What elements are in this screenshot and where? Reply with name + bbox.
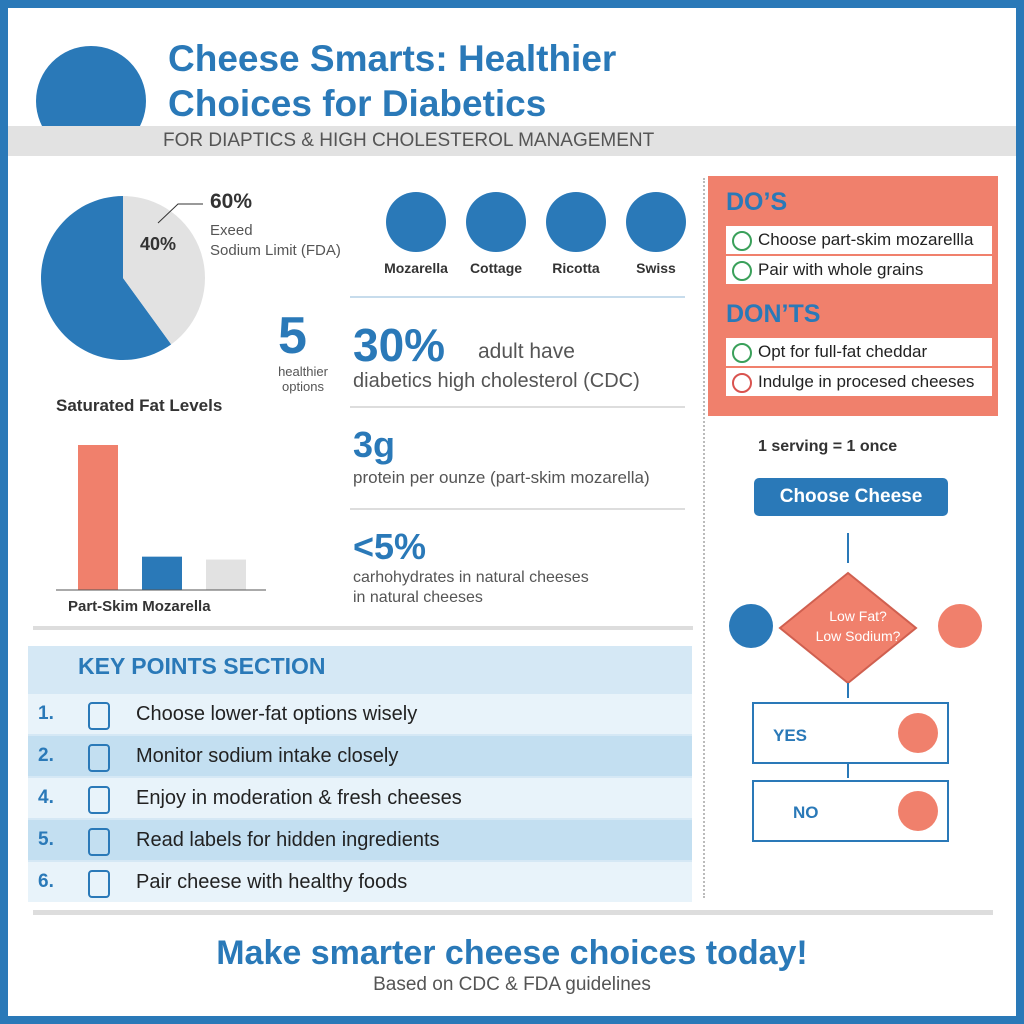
check-icon <box>732 231 752 251</box>
item-text: Indulge in procesed cheeses <box>758 372 975 391</box>
item-text: Choose part-skim mozarellla <box>758 230 974 249</box>
charts <box>40 196 266 591</box>
serving: 1 serving = 1 once <box>758 438 898 455</box>
stat-value: 30% <box>353 319 446 371</box>
item-text: Opt for full-fat cheddar <box>758 342 928 361</box>
stat-label: adult have <box>478 340 575 363</box>
stat-detail: protein per ounze (part-skim mozarella) <box>353 468 650 487</box>
key-text: Read labels for hidden ingredients <box>136 829 440 851</box>
donts-title: DON’TS <box>726 300 821 328</box>
options-label: healthier options <box>278 364 328 394</box>
flowchart <box>729 533 982 842</box>
key-icon <box>88 828 110 856</box>
item-text: Pair with whole grains <box>758 260 924 279</box>
bar-title: Saturated Fat Levels <box>56 396 223 415</box>
key-title: KEY POINTS SECTION <box>78 653 326 679</box>
pie-annotation: Exeed Sodium Limit (FDA) <box>210 222 341 259</box>
options-count: 5 <box>278 307 307 365</box>
stat-value: 3g <box>353 424 396 465</box>
key-icon <box>88 870 110 898</box>
cheese-name: Cottage <box>469 260 523 276</box>
divider <box>703 178 705 898</box>
cheese-name: Swiss <box>636 260 676 276</box>
cheese-icon <box>626 192 686 252</box>
key-row <box>28 736 692 776</box>
divider <box>33 910 993 915</box>
item-bg <box>726 256 992 284</box>
key-icon <box>88 744 110 772</box>
key-row <box>28 778 692 818</box>
key-text: Pair cheese with healthy foods <box>136 871 408 893</box>
title: Cheese Smarts: Healthier Choices for Dia… <box>168 38 617 124</box>
subtitle: FOR DIAPTICS & HIGH CHOLESTEROL MANAGEME… <box>8 126 1016 156</box>
decision: Low Fat? Low Sodium? <box>815 608 901 644</box>
key-text: Choose lower-fat options wisely <box>136 703 418 725</box>
bar-xlabel: Part-Skim Mozarella <box>68 598 211 615</box>
check-icon <box>732 373 752 393</box>
stat-detail: carhohydrates in natural cheeses in natu… <box>353 569 589 606</box>
divider <box>33 626 693 630</box>
key-icon <box>88 702 110 730</box>
check-icon <box>732 343 752 363</box>
key-row <box>28 820 692 860</box>
pie-label: 60% <box>210 190 253 213</box>
item-bg <box>726 338 992 366</box>
no: NO <box>793 803 819 822</box>
pie-label: 40% <box>140 234 177 254</box>
key-row <box>28 694 692 734</box>
key-icon <box>88 786 110 814</box>
cheese-name: Ricotta <box>552 260 600 276</box>
leader <box>157 203 203 224</box>
cheese-icon <box>466 192 526 252</box>
pie-slice <box>40 196 172 360</box>
cta: Make smarter cheese choices today! <box>216 934 808 972</box>
stat-value: <5% <box>353 526 427 567</box>
key-number: 5. <box>38 829 54 850</box>
key-text: Monitor sodium intake closely <box>136 745 399 767</box>
source: Based on CDC & FDA guidelines <box>373 974 651 995</box>
divider <box>350 406 685 408</box>
key-number: 6. <box>38 871 54 892</box>
pie-slice <box>123 196 205 345</box>
stat-detail: diabetics high cholesterol (CDC) <box>353 370 640 392</box>
item-bg <box>726 368 992 396</box>
item-bg <box>726 226 992 254</box>
bar <box>78 445 118 590</box>
key-number: 2. <box>38 745 54 766</box>
divider <box>350 296 685 298</box>
cheese-icon <box>386 192 446 252</box>
cheese-name: Mozarella <box>384 260 448 276</box>
bar <box>206 559 246 590</box>
key-text: Enjoy in moderation & fresh cheeses <box>136 787 462 809</box>
divider <box>350 508 685 510</box>
key-number: 1. <box>38 703 54 724</box>
check-icon <box>732 261 752 281</box>
key-number: 4. <box>38 787 54 808</box>
key-row <box>28 862 692 902</box>
dos-title: DO’S <box>726 188 788 216</box>
cheese-icon <box>546 192 606 252</box>
bar <box>142 556 182 590</box>
start-button[interactable]: Choose Cheese <box>754 478 948 516</box>
yes: YES <box>773 726 808 745</box>
